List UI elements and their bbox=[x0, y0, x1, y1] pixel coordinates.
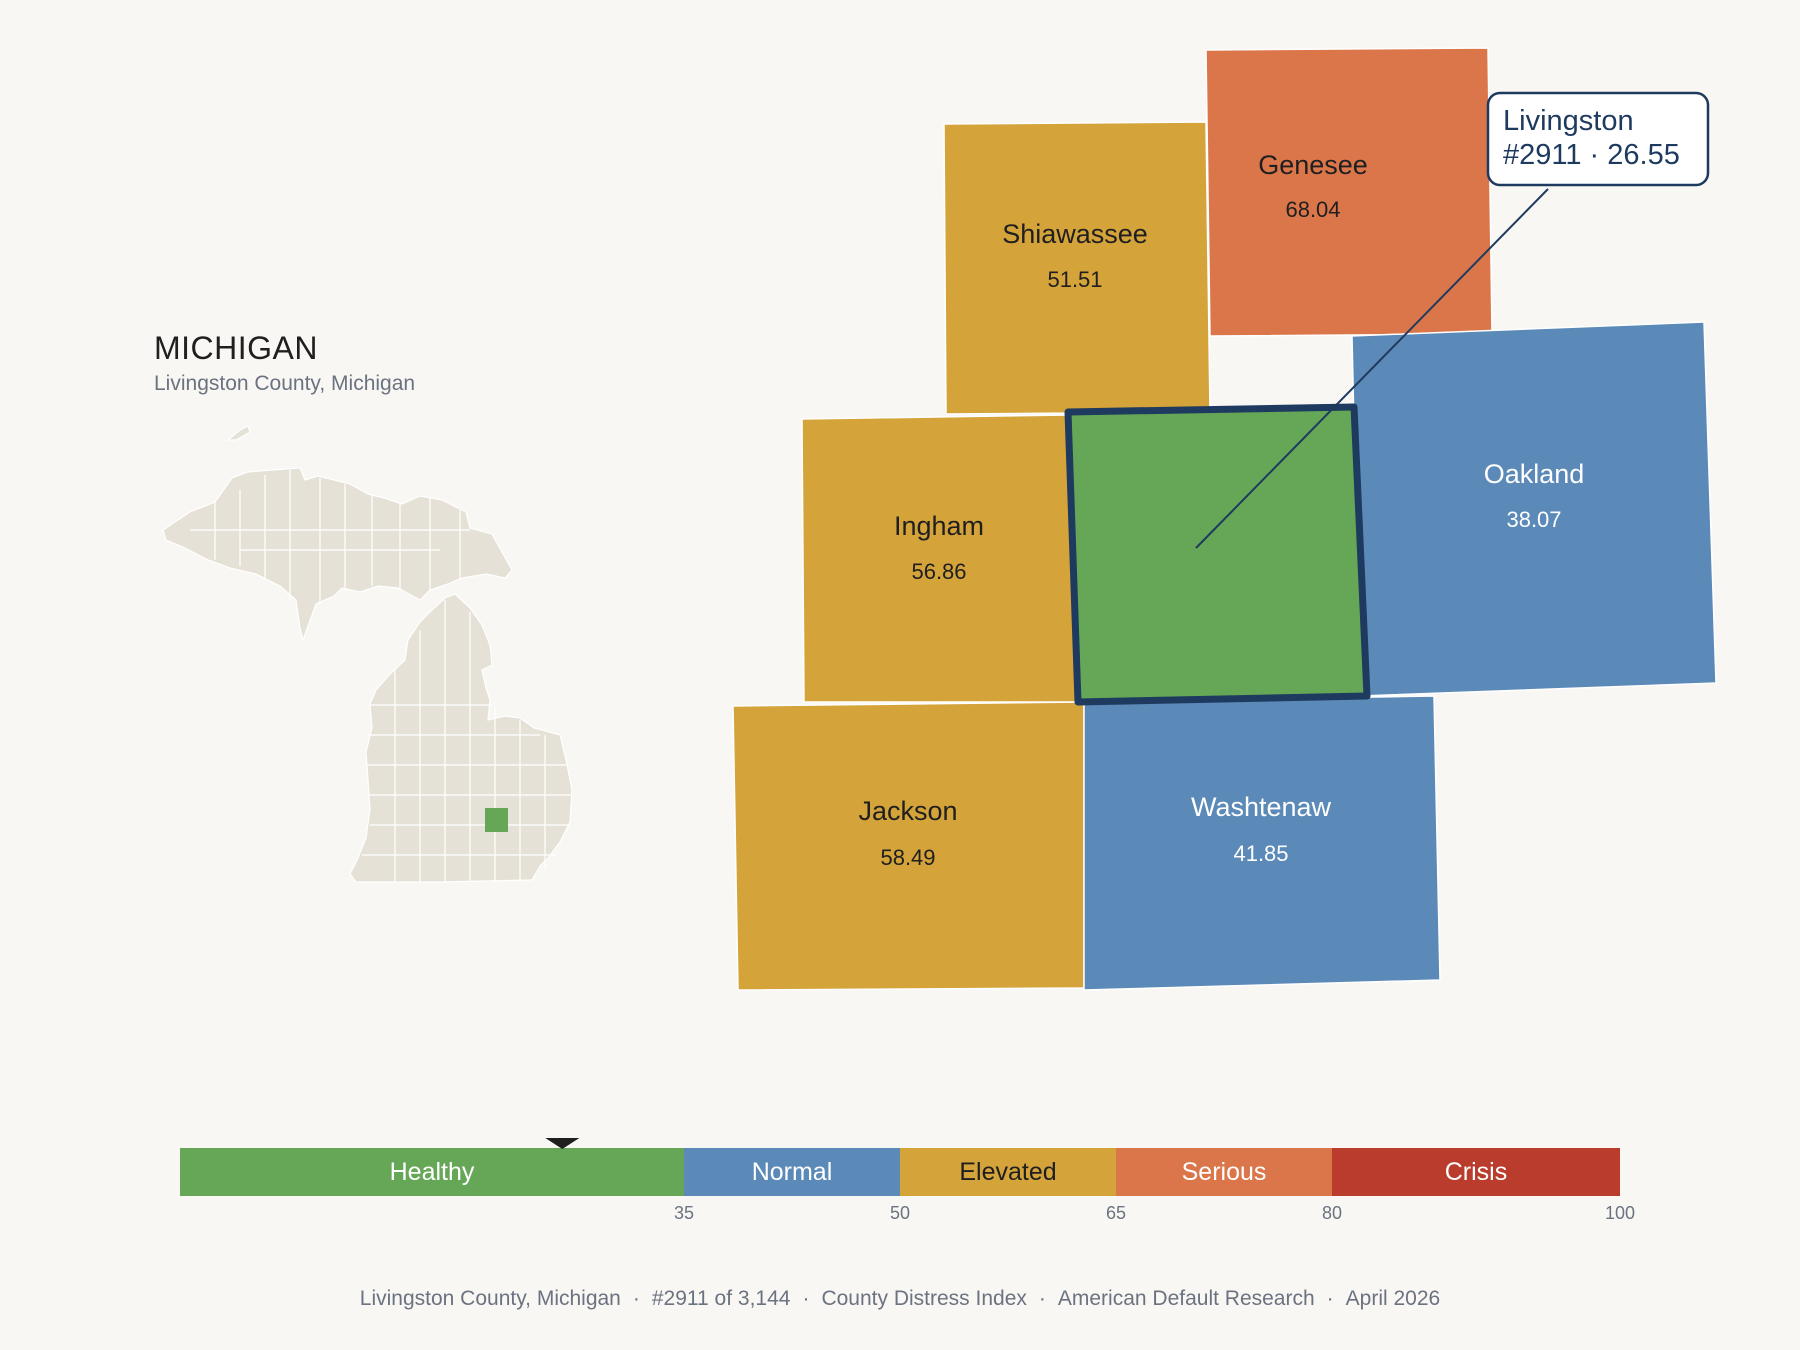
state-subtitle: Livingston County, Michigan bbox=[154, 372, 416, 395]
county-label-jackson: Jackson bbox=[858, 796, 957, 826]
locator-highlight-livingston bbox=[485, 808, 508, 832]
legend-band-crisis bbox=[1332, 1148, 1620, 1196]
upper-peninsula bbox=[162, 425, 513, 643]
footer-source: American Default Research bbox=[1057, 1287, 1315, 1310]
county-value-oakland: 38.07 bbox=[1506, 507, 1561, 532]
county-label-genesee: Genesee bbox=[1258, 150, 1368, 180]
footer-rank: #2911 of 3,144 bbox=[651, 1287, 791, 1310]
legend-marker bbox=[545, 1138, 580, 1149]
legend-band-elevated bbox=[900, 1148, 1116, 1196]
legend-tick-80: 80 bbox=[1322, 1203, 1342, 1223]
legend-label-normal: Normal bbox=[752, 1158, 833, 1186]
michigan-locator-map bbox=[162, 425, 573, 883]
legend-tick-65: 65 bbox=[1106, 1203, 1126, 1223]
state-title: MICHIGAN bbox=[154, 330, 318, 366]
legend-band-serious bbox=[1116, 1148, 1332, 1196]
upper-peninsula-county-lines bbox=[190, 470, 470, 604]
county-label-ingham: Ingham bbox=[894, 511, 984, 541]
legend-label-elevated: Elevated bbox=[959, 1158, 1056, 1186]
county-value-jackson: 58.49 bbox=[880, 845, 935, 870]
legend-label-healthy: Healthy bbox=[390, 1158, 475, 1186]
county-value-genesee: 68.04 bbox=[1285, 197, 1340, 222]
lower-peninsula-county-lines bbox=[362, 600, 572, 882]
callout-box bbox=[1486, 91, 1710, 187]
county-livingston[interactable] bbox=[1064, 403, 1371, 706]
county-value-ingham: 56.86 bbox=[911, 559, 966, 584]
legend-tick-50: 50 bbox=[890, 1203, 910, 1223]
legend-tick-100: 100 bbox=[1605, 1203, 1635, 1223]
county-value-shiawassee: 51.51 bbox=[1047, 267, 1102, 292]
footer-index-name: County Distress Index bbox=[821, 1287, 1027, 1310]
legend-label-serious: Serious bbox=[1182, 1158, 1267, 1186]
legend-tick-35: 35 bbox=[674, 1203, 694, 1223]
footer-date: April 2026 bbox=[1345, 1287, 1441, 1310]
county-label-oakland: Oakland bbox=[1484, 459, 1585, 489]
callout-rank-score: #2911 · 26.55 bbox=[1503, 139, 1680, 171]
county-label-washtenaw: Washtenaw bbox=[1191, 792, 1332, 822]
county-label-shiawassee: Shiawassee bbox=[1002, 219, 1148, 249]
legend-band-normal bbox=[684, 1148, 900, 1196]
footer-county: Livingston County, Michigan bbox=[359, 1287, 621, 1310]
callout-county-name: Livingston bbox=[1503, 105, 1634, 137]
callout-leader-line bbox=[1195, 188, 1549, 549]
legend-label-crisis: Crisis bbox=[1445, 1158, 1508, 1186]
legend-band-healthy bbox=[180, 1148, 684, 1196]
lower-peninsula bbox=[349, 593, 573, 883]
footer: Livingston County, Michigan · #2911 of 3,1… bbox=[359, 1287, 1441, 1310]
county-value-washtenaw: 41.85 bbox=[1233, 841, 1288, 866]
